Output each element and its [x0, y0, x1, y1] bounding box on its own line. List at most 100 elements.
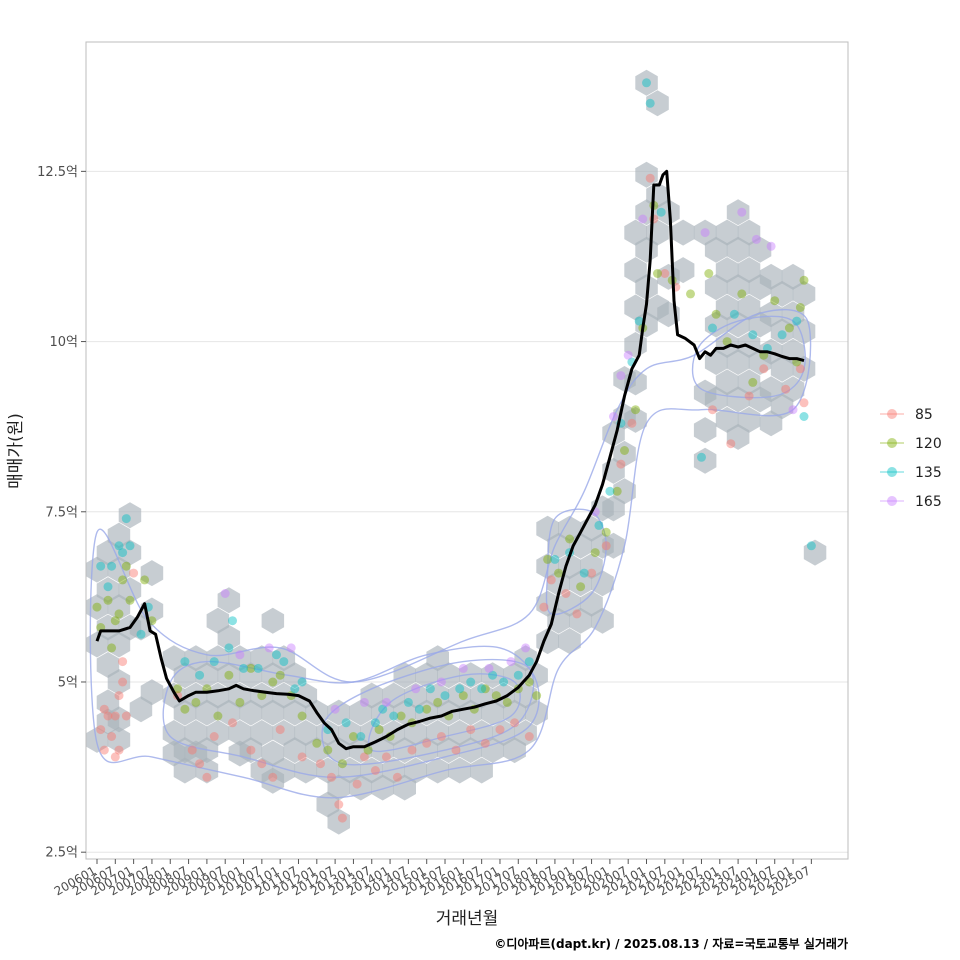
hexbin-cell [250, 682, 274, 709]
scatter-point-120 [337, 759, 347, 769]
hexbin-cell [217, 587, 241, 614]
hexbin-cell [118, 502, 142, 529]
scatter-point-135 [272, 650, 281, 660]
scatter-point-85 [381, 752, 391, 762]
scatter-point-165 [381, 697, 391, 707]
scatter-point-165 [264, 643, 274, 653]
caption: ©디아파트(dapt.kr) / 2025.08.13 / 자료=국토교통부 실… [494, 936, 848, 951]
hexbin-cell [671, 219, 695, 246]
scatter-point-85 [327, 772, 336, 782]
hexbin-cell [759, 301, 783, 328]
scatter-point-165 [506, 657, 516, 667]
plot-panel-border [85, 41, 849, 860]
scatter-point-135 [389, 711, 399, 721]
scatter-point-120 [422, 704, 432, 714]
scatter-point-85 [103, 711, 113, 721]
hexbin-cell [118, 539, 142, 566]
scatter-point-85 [114, 691, 124, 701]
scatter-point-120 [363, 745, 373, 755]
hexbin-cell [415, 737, 438, 764]
scatter-point-165 [766, 241, 776, 251]
scatter-point-135 [499, 677, 509, 687]
y-tick-label-0: 2.5억 [45, 846, 78, 861]
hexbin-cell [726, 274, 750, 301]
hexbin-cell [602, 495, 625, 522]
scatter-point-85 [572, 609, 582, 619]
hexbin-cell [283, 699, 307, 726]
y-tick-label-2: 7.5억 [45, 505, 78, 520]
hexbin-cell [803, 539, 827, 566]
scatter-point-85 [118, 657, 128, 667]
hexbin-cell [261, 699, 285, 726]
scatter-point-120 [92, 602, 102, 612]
scatter-point-85 [495, 725, 505, 735]
hexbin-cell [173, 757, 197, 784]
hexbin-cell [327, 737, 350, 764]
trend-line-layer [95, 169, 805, 751]
hexbin-cell [715, 257, 739, 284]
scatter-point-135 [806, 541, 816, 551]
scatter-point-85 [422, 738, 432, 748]
hexbin-cell [206, 720, 230, 746]
hexbin-cell [624, 294, 647, 321]
scatter-point-135 [279, 657, 289, 667]
hexbin-cell [140, 560, 164, 587]
scatter-point-120 [784, 323, 794, 333]
trend-line [95, 169, 805, 751]
hexbin-cell [781, 301, 805, 328]
scatter-point-135 [594, 520, 604, 530]
hexbin-cell [715, 369, 739, 396]
hexbin-cell [704, 236, 728, 263]
hexbin-cell [283, 737, 307, 764]
hexbin-cell [294, 757, 318, 784]
scatter-point-85 [195, 759, 205, 769]
hexbin-cell [481, 737, 504, 764]
hexbin-cell [704, 311, 728, 338]
scatter-point-135 [524, 657, 534, 667]
scatter-point-120 [748, 377, 758, 387]
hexbin-cell [250, 720, 274, 746]
scatter-point-165 [638, 214, 648, 224]
scatter-point-135 [579, 568, 589, 578]
scatter-point-120 [795, 303, 805, 312]
scatter-point-85 [759, 364, 769, 374]
scatter-point-85 [407, 745, 417, 755]
hexbin-cell [107, 522, 131, 549]
hexbin-cell [580, 590, 603, 617]
hexbin-cell [272, 720, 296, 746]
hexbin-cell [173, 662, 197, 689]
scatter-point-120 [612, 486, 622, 496]
scatter-point-120 [565, 534, 575, 544]
scatter-point-135 [118, 548, 128, 558]
scatter-point-120 [110, 616, 120, 626]
hexbin-cell [195, 757, 219, 784]
legend-key-point-135 [887, 467, 897, 477]
scatter-point-85 [616, 459, 626, 469]
hexbin-cell [558, 590, 581, 617]
scatter-point-85 [121, 711, 131, 721]
hexbin-cell [217, 662, 241, 689]
hexbin-cell [118, 577, 142, 604]
hexbin-cell [759, 410, 783, 437]
scatter-point-120 [704, 269, 714, 278]
density-contour-0 [89, 308, 812, 799]
hexbin-cell [624, 219, 647, 246]
hexbin-cell [503, 662, 526, 689]
scatter-point-165 [751, 234, 761, 244]
hexbin-cell [781, 263, 805, 290]
scatter-point-85 [297, 752, 307, 762]
y-tick-label-3: 10억 [49, 335, 78, 350]
hexbin-cell [272, 645, 296, 672]
x-axis-title: 거래년월 [436, 909, 499, 929]
hexbin-cell [715, 406, 739, 433]
hexbin-cell [459, 662, 482, 689]
scatter-point-85 [209, 732, 219, 741]
hexbin-cell [704, 274, 728, 301]
scatter-point-85 [268, 772, 278, 782]
hexbin-cell [371, 737, 394, 764]
scatter-point-135 [605, 486, 615, 496]
scatter-point-120 [480, 684, 490, 694]
scatter-point-85 [334, 800, 344, 809]
scatter-point-165 [521, 643, 531, 653]
